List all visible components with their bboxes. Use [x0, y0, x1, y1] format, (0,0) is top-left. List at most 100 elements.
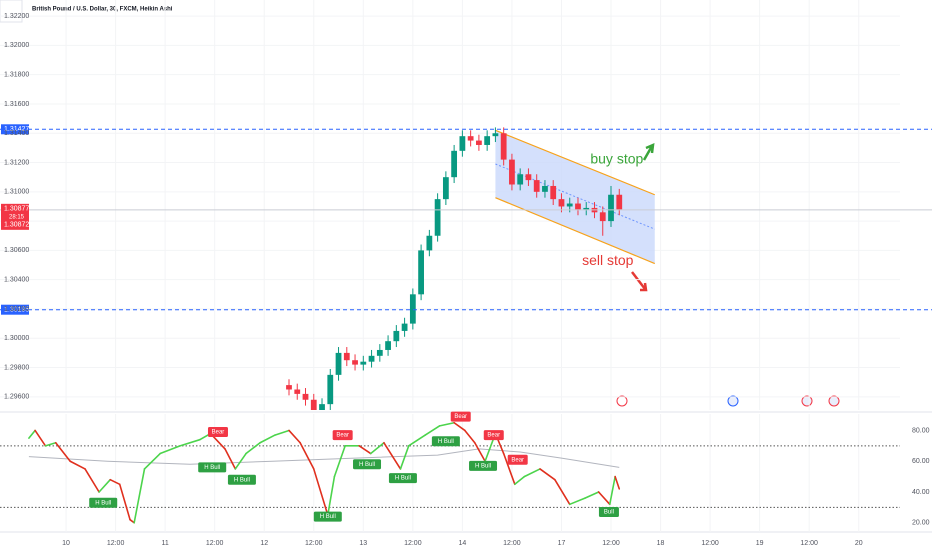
x-tick-label: 12:00: [701, 540, 719, 547]
candle-body: [368, 355, 375, 362]
signal-box: [227, 474, 256, 485]
indicator-segment: [358, 445, 372, 455]
candle-body: [533, 180, 540, 192]
event-icon[interactable]: [801, 395, 813, 407]
candle-body: [484, 136, 491, 145]
event-icon[interactable]: [727, 395, 739, 407]
signal-box: [431, 436, 460, 447]
candle-body: [335, 352, 342, 375]
indicator-segment: [54, 441, 71, 463]
channel-fill: [495, 130, 655, 264]
annotation: buy stop: [590, 150, 643, 166]
candle-body: [525, 174, 532, 181]
signal-label: H Bull: [204, 465, 220, 471]
signal-label: H Bull: [95, 500, 111, 506]
indicator-segment: [234, 452, 247, 470]
y-tick-label: 1.29600: [4, 394, 29, 401]
x-tick-label: 18: [657, 540, 665, 547]
indicator-segment: [453, 421, 466, 432]
candle-body: [616, 194, 623, 210]
indicator-segment: [143, 452, 161, 470]
x-tick-label: 11: [161, 540, 168, 547]
signal-label: Bear: [336, 433, 349, 439]
indicator-segment: [523, 468, 541, 478]
y-tick-label: 80.00: [912, 427, 930, 434]
candle-body: [599, 212, 606, 222]
indicator-segment: [383, 441, 402, 470]
signal-box: [483, 430, 504, 441]
candle-body: [442, 177, 449, 200]
candle-body: [517, 174, 524, 185]
signal-box: [450, 411, 471, 422]
indicator-segment: [98, 478, 112, 493]
candle-body: [327, 374, 334, 405]
indicator-segment: [274, 429, 290, 436]
candle-body: [294, 389, 301, 394]
y-tick-label: 40.00: [912, 489, 930, 496]
indicator-pane: [0, 414, 900, 532]
x-tick-label: 12:00: [206, 540, 224, 547]
price-pane: [0, 0, 900, 410]
y-tick-label: 20.00: [912, 520, 930, 527]
y-tick-label: 1.31800: [4, 72, 29, 79]
candle-body: [558, 199, 565, 207]
indicator-segment: [502, 452, 516, 486]
indicator-segment: [464, 429, 476, 444]
indicator-segment: [118, 483, 131, 521]
ma-line: [28, 448, 620, 468]
buy-arrow: [642, 142, 655, 161]
indicator-segment: [514, 475, 526, 486]
signal-label: Bear: [212, 430, 225, 436]
candle-body: [385, 341, 391, 350]
x-tick-label: 13: [359, 540, 367, 547]
x-tick-label: 12:00: [107, 540, 125, 547]
y-tick-label: 1.31400: [4, 130, 29, 137]
event-icon[interactable]: [828, 395, 840, 407]
indicator-segment: [259, 434, 276, 444]
event-icon[interactable]: [616, 395, 628, 407]
indicator-segment: [399, 445, 410, 470]
candle-body: [352, 360, 358, 365]
candle-body: [566, 203, 573, 207]
signal-box: [89, 497, 118, 508]
last-price-box: [1, 203, 29, 230]
indicator-segment: [224, 448, 237, 470]
y-tick-label: 1.30600: [4, 247, 29, 254]
annotation: sell stop: [582, 252, 634, 268]
candle-body: [360, 361, 367, 365]
price-label-box: [1, 124, 29, 135]
signal-label: Bear: [454, 414, 467, 420]
x-tick-label: 20: [855, 540, 863, 547]
x-tick-label: 12: [260, 540, 268, 547]
x-tick-label: 12:00: [800, 540, 818, 547]
y-tick-label: 1.31600: [4, 101, 29, 108]
indicator-segment: [109, 478, 121, 486]
signal-box: [313, 511, 342, 522]
signal-label: Bear: [511, 457, 524, 463]
candle-body: [467, 136, 474, 141]
indicator-segment: [608, 475, 616, 506]
channel-upper: [495, 129, 655, 196]
indicator-segment: [299, 441, 315, 470]
y-tick-label: 1.31200: [4, 159, 29, 166]
indicator-segment: [69, 460, 86, 470]
x-tick-label: 10: [62, 540, 70, 547]
candle-body: [583, 207, 590, 210]
signal-label: Bear: [487, 433, 500, 439]
candle-body: [459, 136, 466, 151]
y-tick-label: 1.32000: [4, 42, 29, 49]
signal-label: H Bull: [320, 514, 336, 520]
indicator-segment: [44, 441, 57, 447]
y-tick-label: 1.32200: [4, 13, 29, 20]
indicator-segment: [333, 445, 346, 478]
y-tick-label: 1.30200: [4, 306, 29, 313]
signal-label: H Bull: [359, 462, 375, 468]
candle-body: [310, 399, 317, 410]
candle-body: [434, 199, 441, 236]
indicator-segment: [326, 475, 336, 516]
y-tick-label: 1.29800: [4, 364, 29, 371]
x-tick-label: 12:00: [602, 540, 620, 547]
x-tick-label: 19: [756, 540, 764, 547]
candle-body: [393, 330, 400, 342]
